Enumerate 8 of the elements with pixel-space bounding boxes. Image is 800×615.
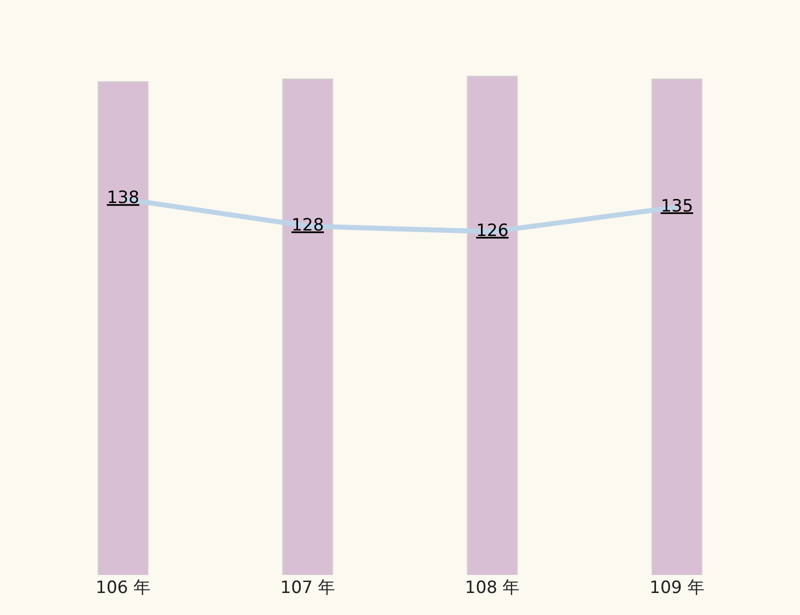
x-tick-label: 109 年 xyxy=(649,578,704,598)
x-tick-label: 107 年 xyxy=(280,578,336,598)
data-label: 126 xyxy=(476,220,509,241)
data-label: 138 xyxy=(106,188,140,208)
data-label: 128 xyxy=(291,215,324,236)
x-tick-label: 108 年 xyxy=(464,578,520,598)
data-label: 135 xyxy=(660,196,694,216)
x-tick-label: 106 年 xyxy=(96,578,151,598)
